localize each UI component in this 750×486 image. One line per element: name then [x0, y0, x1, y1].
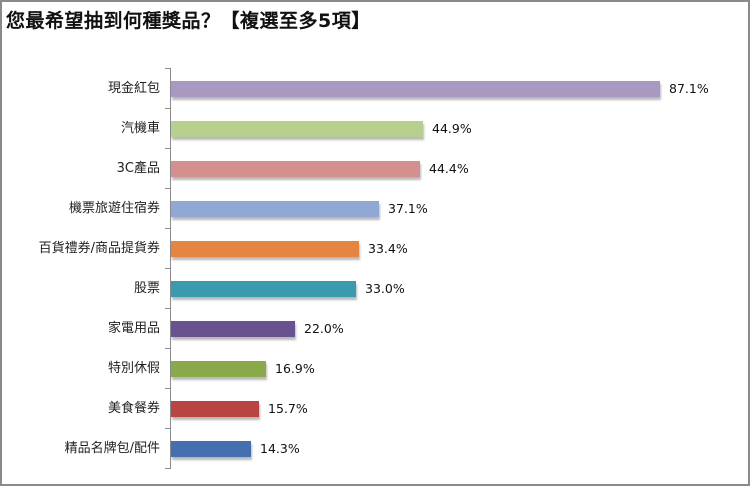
bar: [171, 201, 379, 217]
value-label: 16.9%: [275, 361, 315, 376]
bar-row: 家電用品 22.0%: [0, 309, 750, 349]
bar: [171, 241, 359, 257]
bar-row: 特別休假 16.9%: [0, 349, 750, 389]
axis-tick: [165, 148, 171, 149]
axis-tick: [165, 468, 171, 469]
value-label: 15.7%: [268, 401, 308, 416]
bar: [171, 281, 356, 297]
bar-row: 現金紅包 87.1%: [0, 69, 750, 109]
category-label: 股票: [133, 281, 160, 296]
bar: [171, 121, 423, 137]
value-label: 33.4%: [368, 241, 408, 256]
value-label: 33.0%: [365, 281, 405, 296]
bar-row: 股票 33.0%: [0, 269, 750, 309]
category-label: 現金紅包: [107, 81, 160, 96]
axis-tick: [165, 108, 171, 109]
bar: [171, 441, 251, 457]
axis-tick: [165, 228, 171, 229]
category-label: 精品名牌包/配件: [64, 441, 160, 456]
bar: [171, 161, 420, 177]
value-label: 22.0%: [304, 321, 344, 336]
category-label: 3C產品: [116, 161, 160, 176]
axis-tick: [165, 348, 171, 349]
bar-row: 3C產品 44.4%: [0, 149, 750, 189]
category-label: 家電用品: [107, 321, 160, 336]
axis-tick: [165, 268, 171, 269]
value-label: 37.1%: [388, 201, 428, 216]
bar-row: 汽機車 44.9%: [0, 109, 750, 149]
axis-tick: [165, 388, 171, 389]
bar-row: 美食餐券 15.7%: [0, 389, 750, 429]
axis-tick: [165, 188, 171, 189]
value-label: 44.4%: [429, 161, 469, 176]
value-label: 87.1%: [669, 81, 709, 96]
category-label: 美食餐券: [107, 401, 160, 416]
bar-row: 機票旅遊住宿券 37.1%: [0, 189, 750, 229]
chart-title: 您最希望抽到何種獎品？【複選至多5項】: [6, 10, 371, 32]
axis-tick: [165, 428, 171, 429]
bar: [171, 81, 660, 97]
category-label: 百貨禮券/商品提貨券: [38, 241, 160, 256]
category-label: 汽機車: [120, 121, 160, 136]
axis-tick: [165, 308, 171, 309]
bar-row: 百貨禮券/商品提貨券 33.4%: [0, 229, 750, 269]
bar: [171, 401, 259, 417]
value-label: 44.9%: [432, 121, 472, 136]
axis-tick: [165, 68, 171, 69]
category-label: 特別休假: [107, 361, 160, 376]
category-label: 機票旅遊住宿券: [68, 201, 160, 216]
bar: [171, 361, 266, 377]
value-label: 14.3%: [260, 441, 300, 456]
bar-row: 精品名牌包/配件 14.3%: [0, 429, 750, 469]
bar: [171, 321, 295, 337]
